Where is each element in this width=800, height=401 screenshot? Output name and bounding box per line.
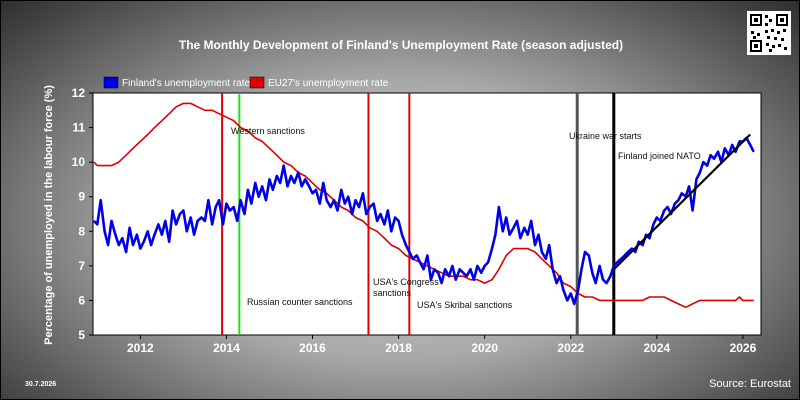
trend-line — [613, 133, 751, 271]
x-tick-label: 2018 — [385, 341, 412, 355]
event-label-2: USA's Congress sanctions — [373, 277, 439, 298]
event-label-1: Russian counter sanctions — [247, 297, 353, 307]
event-label-5: Finland joined NATO — [618, 151, 701, 161]
x-tick-label: 2026 — [730, 341, 757, 355]
series-lines — [92, 102, 755, 309]
y-tick-label: 6 — [78, 293, 85, 307]
y-tick-label: 8 — [78, 224, 85, 238]
event-annotations: Western sanctions Russian counter sanctio… — [231, 126, 701, 310]
plot-area — [92, 92, 762, 336]
footer-date: 30.7.2026 — [25, 381, 56, 388]
axes: 5 6 7 8 9 10 11 12 2012 2014 2016 2018 2020 2022 2024 2… — [72, 86, 757, 355]
legend-swatch-eu27 — [249, 76, 265, 89]
y-axis-label: Percentage of unemployed in the labour f… — [43, 85, 55, 345]
y-tick-label: 9 — [78, 190, 85, 204]
event-label-0: Western sanctions — [231, 126, 305, 136]
x-tick-label: 2020 — [471, 341, 498, 355]
y-tick-label: 7 — [78, 259, 85, 273]
legend-label-finland: Finland's unemployment rate — [122, 78, 251, 89]
chart-title: The Monthly Development of Finland's Une… — [179, 38, 623, 52]
x-tick-label: 2024 — [643, 341, 670, 355]
y-tick-label: 10 — [72, 155, 86, 169]
y-tick-label: 11 — [72, 121, 85, 135]
event-label-3: USA's Skribal sanctions — [417, 300, 513, 310]
x-tick-label: 2016 — [299, 341, 326, 355]
x-tick-label: 2022 — [557, 341, 584, 355]
event-label-4: Ukraine war starts — [569, 131, 642, 141]
series-line-finland — [92, 136, 755, 306]
legend-swatch-finland — [103, 76, 119, 89]
y-tick-label: 12 — [72, 86, 86, 100]
footer-source: Source: Eurostat — [709, 378, 791, 390]
y-tick-label: 5 — [78, 328, 85, 342]
x-tick-label: 2014 — [213, 341, 240, 355]
x-tick-label: 2012 — [127, 341, 154, 355]
legend: Finland's unemployment rate EU27's unemp… — [103, 76, 389, 89]
legend-label-eu27: EU27's unemployment rate — [268, 78, 389, 89]
qr-code-icon — [747, 11, 791, 55]
